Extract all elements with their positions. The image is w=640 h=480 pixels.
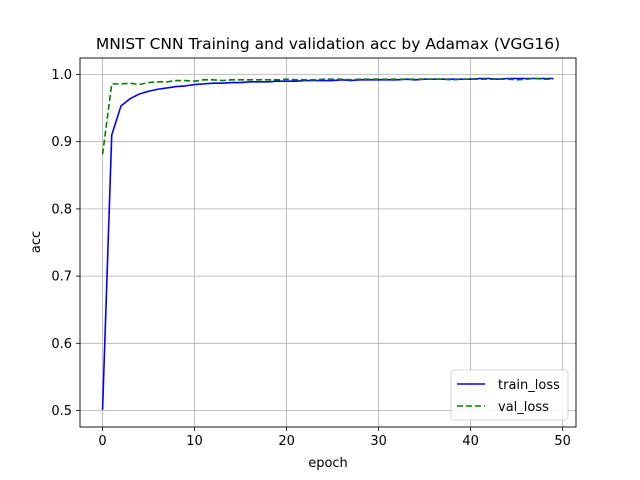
y-tick-label: 1.0	[51, 68, 72, 83]
legend-label-val-loss: val_loss	[498, 400, 549, 415]
y-tick-label: 0.8	[51, 202, 72, 217]
ticks: 0 10 20 30 40 50 0.5 0.6 0.7 0.8 0.9 1.0	[51, 68, 571, 449]
plot-area: 0 10 20 30 40 50 0.5 0.6 0.7 0.8 0.9 1.0	[51, 57, 577, 449]
x-tick-label: 30	[370, 434, 387, 449]
x-tick-label: 0	[98, 434, 106, 449]
plot-frame	[79, 57, 577, 428]
chart-title: MNIST CNN Training and validation acc by…	[96, 35, 560, 53]
x-tick-label: 20	[278, 434, 295, 449]
y-tick-label: 0.6	[51, 337, 72, 352]
y-tick-label: 0.7	[51, 270, 72, 285]
x-axis-label: epoch	[308, 456, 348, 471]
y-axis-label: acc	[29, 231, 44, 253]
series-line-train-loss	[101, 77, 554, 410]
legend-label-train-loss: train_loss	[498, 378, 560, 393]
x-tick-label: 50	[554, 434, 571, 449]
legend-box	[450, 369, 569, 421]
x-tick-label: 10	[186, 434, 203, 449]
series-lines	[101, 77, 554, 410]
y-tick-label: 0.5	[51, 404, 72, 419]
series-line-val-loss	[101, 77, 554, 155]
legend: train_loss val_loss	[450, 369, 569, 421]
x-tick-label: 40	[462, 434, 479, 449]
y-tick-label: 0.9	[51, 135, 72, 150]
grid	[80, 58, 576, 427]
